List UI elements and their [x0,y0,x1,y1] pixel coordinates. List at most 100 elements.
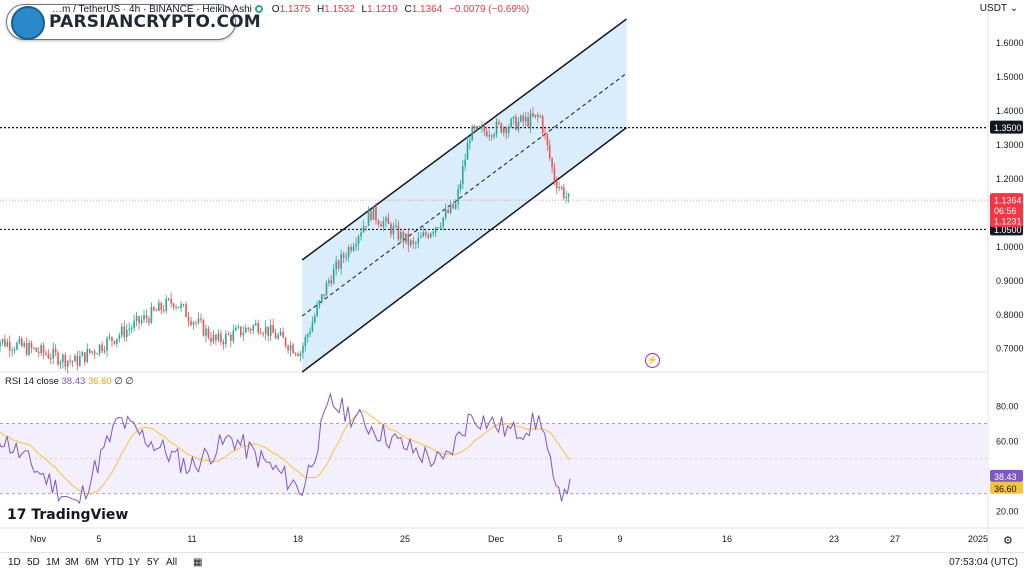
candle [232,330,235,341]
candle [365,226,367,228]
range-1m-button[interactable]: 1M [46,557,60,568]
utc-clock[interactable]: 07:53:04 (UTC) [949,557,1018,568]
candle [69,360,71,362]
candle [167,298,170,300]
candle [59,362,62,365]
candle [466,143,469,160]
ohlc-low-value: 1.1219 [367,4,398,15]
candle [360,232,362,237]
candle [197,318,200,323]
candle [202,320,205,336]
rsi-legend[interactable]: RSI 14 close 38.43 36.60 ∅ ∅ [5,376,134,387]
price-tick-label: 0.9000 [996,276,1024,286]
candle [292,344,294,354]
rsi-tick-label: 80.00 [996,402,1019,412]
candle [190,320,192,325]
candle [86,349,89,363]
candle [342,254,345,258]
candle [548,145,551,159]
candle [18,338,21,343]
price-tick-label: 1.6000 [996,38,1024,48]
candle [93,351,96,354]
candle [148,318,150,323]
candle [390,223,392,235]
range-5y-button[interactable]: 5Y [147,557,160,568]
currency-selector[interactable]: USDT ⌄ [979,3,1018,14]
candle [352,246,355,251]
candle [33,347,35,349]
candle [21,338,23,347]
candle [35,347,38,352]
candle [88,349,91,353]
candle [162,310,165,312]
candle [560,187,563,189]
range-6m-button[interactable]: 6M [85,557,99,568]
candle [74,355,76,362]
candle [503,127,505,133]
candle [340,254,342,269]
ohlc-close-value: 1.1364 [411,4,443,15]
time-tick-label: 25 [400,534,410,544]
candle [520,115,522,122]
candle [553,167,556,182]
time-tick-label: 5 [96,534,101,544]
calendar-icon[interactable]: ▦ [193,557,203,568]
candle [405,233,407,243]
rsi-value-box [990,469,1023,482]
candle [515,116,517,130]
range-1d-button[interactable]: 1D [8,557,21,568]
candle [311,322,314,332]
candle [113,341,116,344]
range-1y-button[interactable]: 1Y [128,557,141,568]
rsi-ma-axis-label: 36.60 [994,484,1017,494]
candle [534,114,537,117]
candle [367,210,370,227]
candle [415,243,417,245]
candle [16,342,18,350]
ohlc-high-value: 1.1532 [324,4,355,15]
candle [544,133,546,135]
candle [71,361,74,363]
candle [145,315,148,319]
candle [165,299,168,311]
rsi-value-axis-label: 38.43 [994,472,1017,482]
candle [490,135,493,137]
range-ytd-button[interactable]: YTD [104,557,124,568]
candle [321,294,323,301]
candle [350,247,352,251]
symbol-title[interactable]: …m / TetherUS · 4h · BINANCE · Heikin As… [52,4,252,15]
candle [382,221,385,227]
candle [247,327,250,330]
candle [130,327,133,329]
candle [269,324,272,336]
candle [205,328,207,336]
candle [500,123,503,133]
lightning-icon[interactable]: ⚡ [645,353,660,368]
candle [279,331,282,336]
range-3m-button[interactable]: 3M [65,557,79,568]
candle [215,334,217,341]
candle [143,315,145,320]
ohlc-change-value: −0.0079 (−0.69%) [449,4,530,15]
current-price-box [990,193,1023,228]
ohlc-open-key: O [271,4,280,15]
candle [297,353,299,356]
candle [272,324,274,333]
candle [227,333,230,335]
candle [200,318,202,321]
range-all-button[interactable]: All [166,557,178,568]
ohlc-legend: O1.1375 H1.1532 L1.1219 C1.1364 −0.0079 … [255,4,533,15]
range-5d-button[interactable]: 5D [27,557,40,568]
candle [362,226,365,233]
logo-text: PARSIANCRYPTO.COM [49,12,261,32]
gear-icon[interactable]: ⚙ [1003,535,1013,547]
candle [289,344,292,351]
level-label: 1.3500 [994,123,1022,133]
candle [257,323,260,333]
candle [282,331,284,338]
rsi-value: 38.43 [61,376,86,387]
candle [556,181,558,189]
candle [262,333,264,335]
price-tick-label: 0.7000 [996,344,1024,354]
